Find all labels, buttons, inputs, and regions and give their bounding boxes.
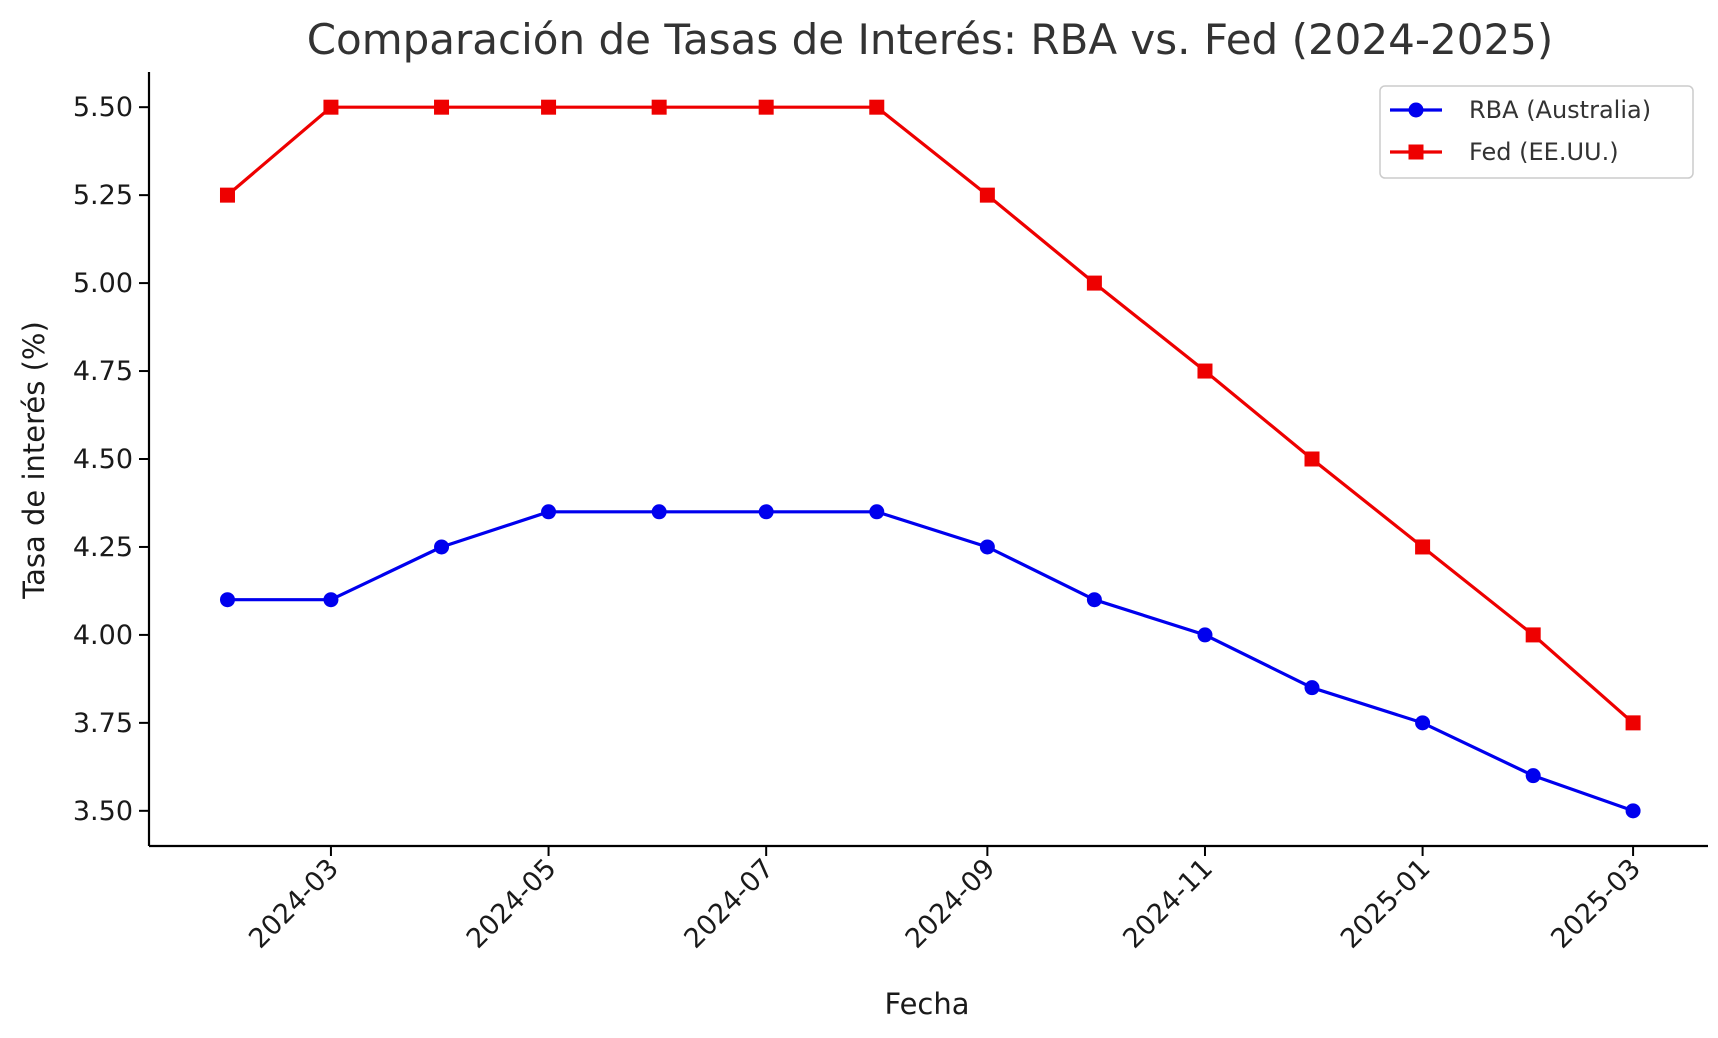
y-tick-label: 4.00 [73, 620, 133, 651]
data-point-rba [1625, 803, 1641, 819]
y-tick-label: 5.25 [73, 180, 133, 211]
data-point-fed [1304, 451, 1320, 467]
data-point-rba [323, 592, 339, 608]
data-point-fed [1525, 627, 1541, 643]
legend-marker-rba [1408, 102, 1424, 118]
data-point-fed [434, 99, 450, 115]
series-line-fed [226, 105, 1635, 725]
y-tick-label: 5.00 [73, 268, 133, 299]
series-line-rba [227, 510, 1634, 813]
data-point-rba [1197, 627, 1213, 643]
data-point-rba [979, 539, 995, 555]
data-point-fed [1197, 363, 1213, 379]
data-point-rba [541, 504, 557, 520]
x-tick-label: 2024-11 [1117, 853, 1219, 955]
data-point-rba [1415, 715, 1431, 731]
axes [147, 72, 1708, 848]
legend-label-rba: RBA (Australia) [1469, 96, 1651, 124]
x-tick-label: 2024-07 [678, 853, 780, 955]
data-point-rba [1525, 768, 1541, 784]
x-tick-label: 2025-03 [1545, 853, 1647, 955]
legend-marker-fed [1408, 144, 1424, 160]
data-point-rba [758, 504, 774, 520]
y-axis-ticks: 3.50 3.75 4.00 4.25 4.50 4.75 5.00 5.25 5.50 [73, 92, 149, 827]
data-point-rba [1304, 680, 1320, 696]
x-axis-ticks: 2024-03 2024-05 2024-07 2024-09 2024-11 2025-… [243, 846, 1647, 955]
series-group [219, 99, 1641, 819]
y-axis-label: Tasa de interés (%) [17, 321, 51, 600]
chart-title: Comparación de Tasas de Interés: RBA vs.… [307, 15, 1554, 64]
legend: RBA (Australia) Fed (EE.UU.) [1379, 85, 1694, 179]
data-point-fed [1625, 715, 1641, 731]
data-point-fed [1415, 539, 1431, 555]
data-point-fed [219, 187, 235, 203]
data-point-rba [651, 504, 667, 520]
x-tick-label: 2025-01 [1335, 853, 1437, 955]
x-tick-label: 2024-09 [900, 853, 1002, 955]
x-tick-label: 2024-05 [461, 853, 563, 955]
data-point-fed [541, 99, 557, 115]
data-point-fed [979, 187, 995, 203]
data-point-rba [1086, 592, 1102, 608]
y-tick-label: 4.50 [73, 444, 133, 475]
data-point-fed [869, 99, 885, 115]
x-tick-label: 2024-03 [243, 853, 345, 955]
legend-box [1379, 85, 1694, 179]
x-axis-label: Fecha [884, 987, 969, 1021]
data-point-rba [434, 539, 450, 555]
data-point-fed [651, 99, 667, 115]
y-tick-label: 5.50 [73, 92, 133, 123]
legend-label-fed: Fed (EE.UU.) [1469, 138, 1619, 166]
data-point-fed [1086, 275, 1102, 291]
y-tick-label: 4.25 [73, 532, 133, 563]
data-point-fed [323, 99, 339, 115]
y-tick-label: 3.50 [73, 796, 133, 827]
data-point-rba [219, 592, 235, 608]
data-point-rba [869, 504, 885, 520]
data-point-fed [758, 99, 774, 115]
y-tick-label: 4.75 [73, 356, 133, 387]
y-tick-label: 3.75 [73, 708, 133, 739]
